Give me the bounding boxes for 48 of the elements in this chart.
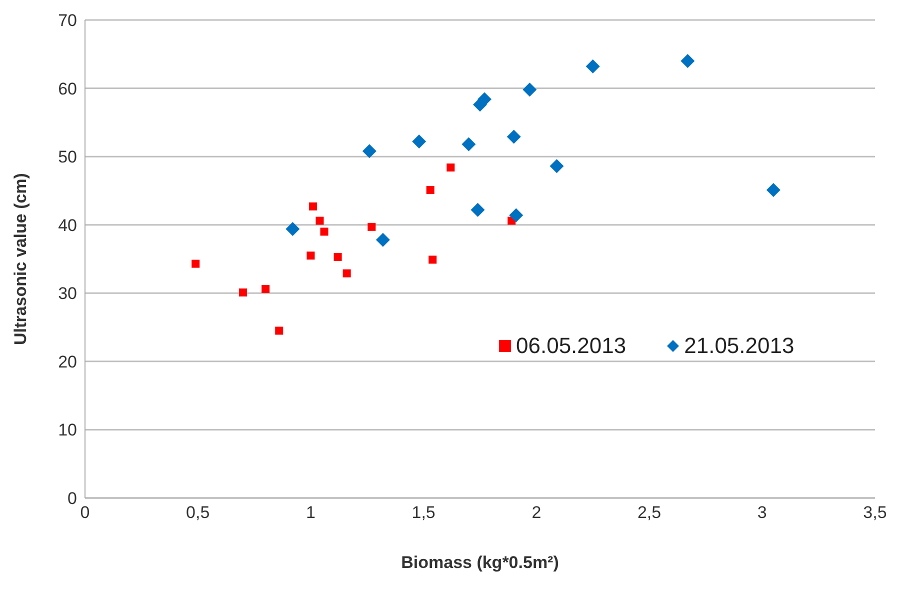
x-tick-label: 1 <box>306 503 316 522</box>
point <box>766 183 780 198</box>
point <box>239 288 247 296</box>
y-tick-label: 70 <box>58 11 77 30</box>
point <box>376 232 390 247</box>
point <box>192 260 200 268</box>
x-tick-label: 0 <box>80 503 90 522</box>
x-tick-label: 3 <box>757 503 767 522</box>
point <box>550 159 564 174</box>
y-axis-title: Ultrasonic value (cm) <box>11 173 30 345</box>
point <box>446 163 455 172</box>
point <box>306 252 315 260</box>
point <box>262 285 270 294</box>
x-tick-label: 1,5 <box>412 503 436 522</box>
point <box>308 202 317 210</box>
y-tick-label: 50 <box>58 148 77 167</box>
y-tick-label: 30 <box>58 284 77 304</box>
x-tick-label: 3,5 <box>863 503 887 522</box>
x-tick-label: 0,5 <box>186 503 210 522</box>
point <box>462 137 476 152</box>
point <box>428 256 437 264</box>
point <box>368 222 376 231</box>
y-tick-label: 60 <box>58 79 77 98</box>
x-tick-label: 2,5 <box>637 503 662 522</box>
point <box>522 82 537 97</box>
point <box>334 252 342 261</box>
point <box>680 54 695 68</box>
legend-label: 21.05.2013 <box>683 333 794 359</box>
y-tick-label: 40 <box>58 216 77 235</box>
point <box>320 228 328 236</box>
point <box>362 144 376 158</box>
point <box>342 269 351 278</box>
point <box>506 130 521 144</box>
point <box>286 222 300 236</box>
y-tick-label: 0 <box>68 489 77 508</box>
legend-label: 06.05.2013 <box>515 333 626 359</box>
point <box>316 216 324 225</box>
point <box>275 326 284 335</box>
point <box>509 208 524 222</box>
point <box>586 59 600 74</box>
x-axis-title: Biomass (kg*0.5m²) <box>401 553 559 572</box>
point <box>470 202 485 217</box>
y-tick-label: 10 <box>58 420 77 440</box>
x-tick-label: 2 <box>532 503 542 522</box>
point <box>412 134 426 149</box>
point <box>478 92 492 106</box>
point <box>426 186 434 194</box>
y-tick-label: 20 <box>58 352 77 372</box>
